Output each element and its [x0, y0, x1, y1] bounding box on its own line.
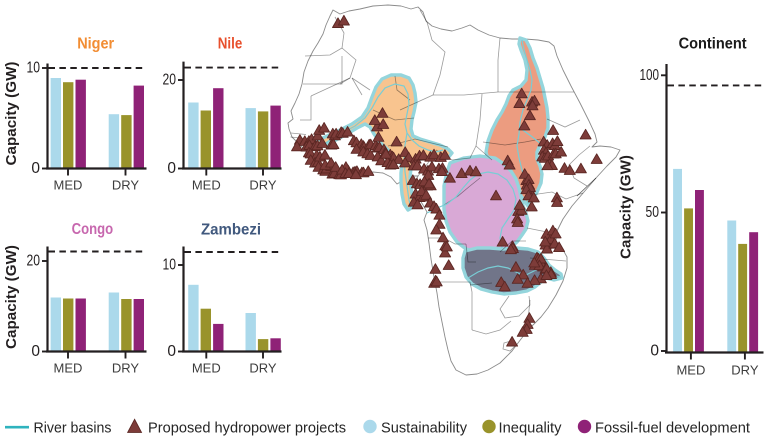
svg-text:MED: MED [192, 178, 221, 193]
svg-text:MED: MED [192, 361, 221, 376]
svg-text:MED: MED [54, 178, 83, 193]
svg-text:0: 0 [650, 343, 659, 360]
svg-text:Fossil-fuel development: Fossil-fuel development [595, 420, 750, 436]
svg-text:Zambezi: Zambezi [201, 222, 261, 239]
svg-text:DRY: DRY [112, 178, 140, 193]
svg-text:MED: MED [54, 361, 83, 376]
svg-text:0: 0 [167, 160, 176, 177]
svg-text:20: 20 [27, 253, 41, 270]
svg-text:100: 100 [640, 67, 660, 84]
svg-text:DRY: DRY [112, 361, 140, 376]
svg-text:10: 10 [163, 257, 177, 274]
svg-text:Capacity (GW): Capacity (GW) [4, 61, 20, 165]
svg-text:DRY: DRY [249, 178, 277, 193]
svg-text:Capacity (GW): Capacity (GW) [4, 245, 20, 349]
svg-text:DRY: DRY [249, 361, 277, 376]
svg-text:Sustainability: Sustainability [381, 420, 468, 436]
svg-text:0: 0 [31, 160, 40, 177]
svg-text:Proposed hydropower projects: Proposed hydropower projects [148, 420, 346, 436]
svg-text:20: 20 [163, 72, 177, 89]
svg-text:0: 0 [167, 343, 176, 360]
svg-text:Niger: Niger [77, 36, 114, 53]
svg-text:Capacity (GW): Capacity (GW) [619, 155, 635, 259]
svg-text:10: 10 [27, 60, 41, 77]
svg-text:DRY: DRY [731, 363, 759, 378]
svg-text:Inequality: Inequality [499, 420, 563, 436]
svg-text:0: 0 [31, 343, 40, 360]
svg-text:Continent: Continent [679, 36, 748, 53]
svg-text:Nile: Nile [218, 36, 243, 53]
svg-text:MED: MED [676, 363, 705, 378]
svg-text:50: 50 [646, 204, 660, 221]
svg-text:Congo: Congo [72, 221, 114, 238]
svg-text:River basins: River basins [34, 420, 112, 436]
